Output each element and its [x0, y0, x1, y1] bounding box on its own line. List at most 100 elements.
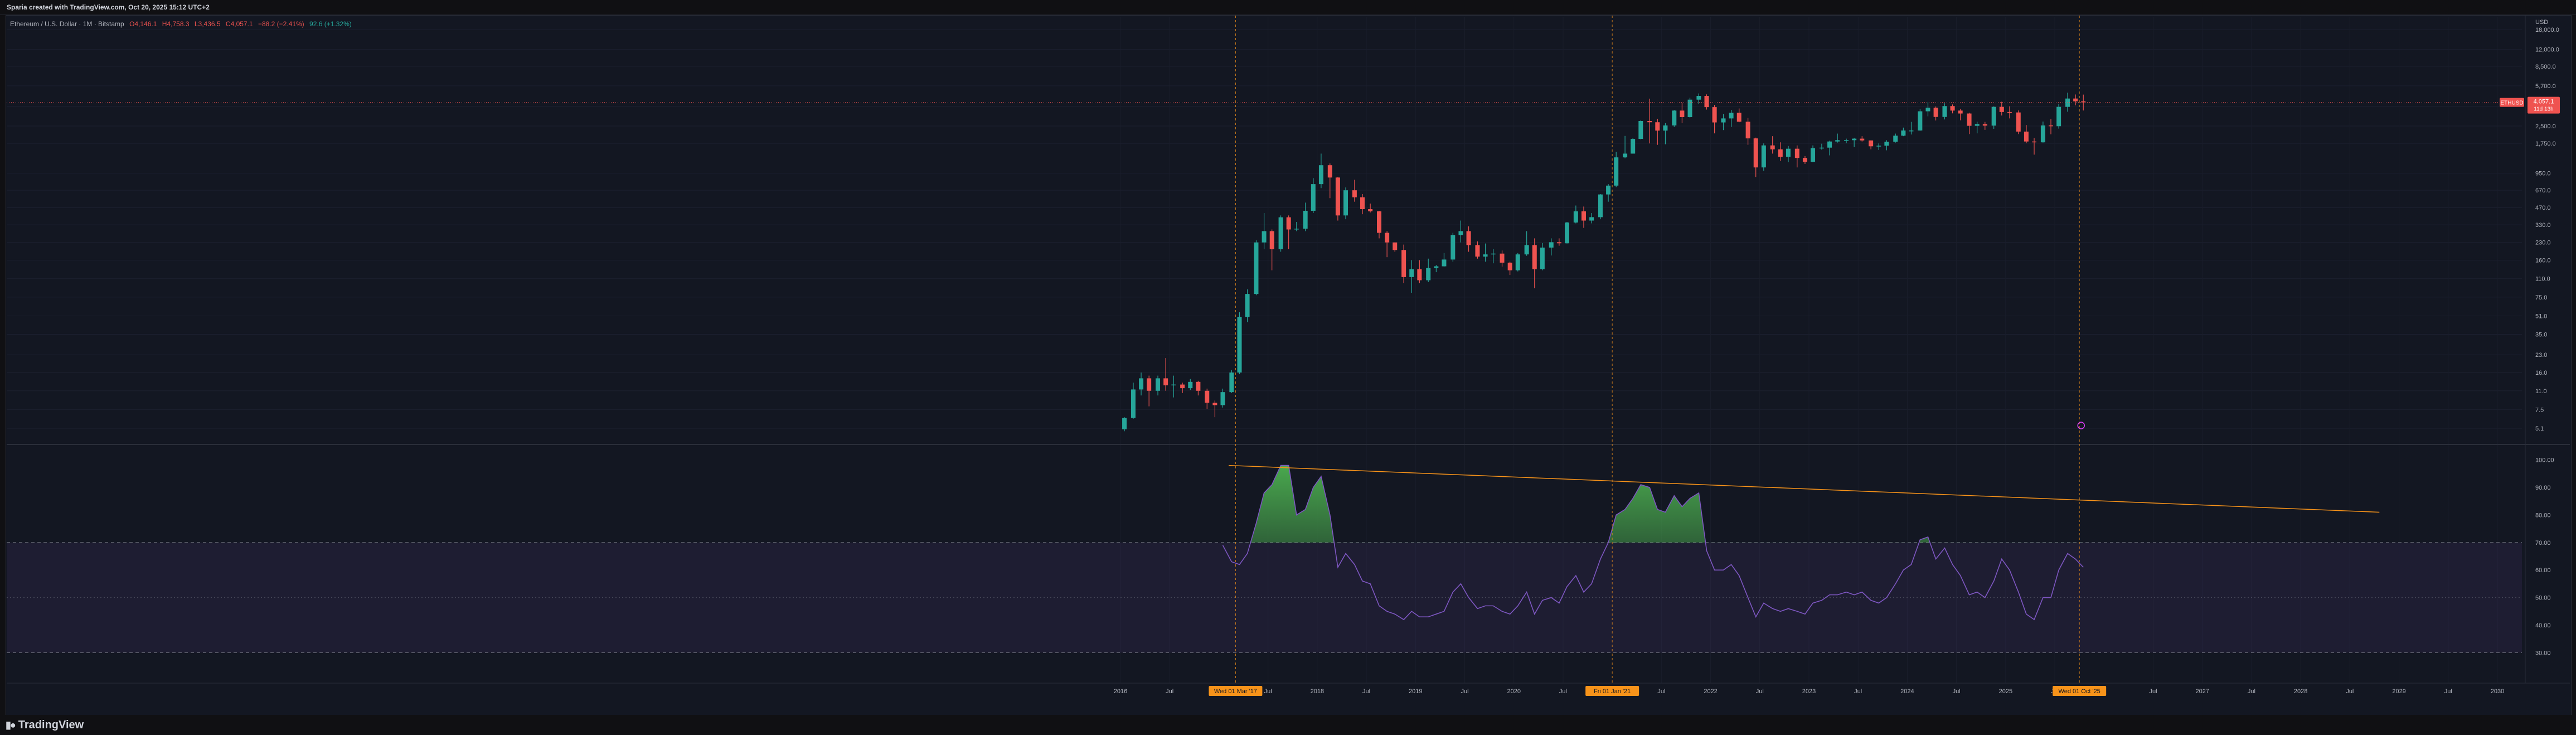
rsi-tick-label: 30.00: [2535, 650, 2551, 656]
rsi-pane: [7, 465, 2522, 653]
candle: [1417, 260, 1422, 283]
candle: [1933, 106, 1938, 121]
candle: [1147, 375, 1152, 407]
candle: [2016, 110, 2021, 134]
price-tick-label: 950.0: [2535, 171, 2551, 177]
candle: [1245, 289, 1250, 322]
time-tick-label: 2024: [1900, 688, 1914, 695]
price-tick-label: 12,000.0: [2535, 47, 2559, 54]
candle: [1687, 98, 1692, 118]
candle: [1835, 133, 1840, 143]
candle: [1819, 143, 1824, 150]
legend-open: O4,146.1: [129, 20, 157, 28]
candle: [1778, 142, 1783, 161]
candle: [1262, 213, 1267, 249]
time-tick-label: Jul: [1756, 688, 1764, 695]
legend-low: L3,436.5: [194, 20, 221, 28]
candle: [1343, 187, 1348, 220]
legend-high: H4,758.3: [162, 20, 190, 28]
symbol-tag: [2500, 98, 2524, 107]
candle: [1614, 152, 1619, 187]
candle: [1696, 93, 1701, 104]
last-price-label: 4,057.1: [2534, 99, 2554, 105]
candle: [1647, 98, 1652, 144]
candle: [1802, 156, 1807, 164]
candle: [1377, 210, 1382, 239]
candle: [1876, 143, 1881, 150]
rsi-tick-label: 70.00: [2535, 540, 2551, 547]
symbol-tag-label: ETHUSD: [2500, 100, 2523, 107]
candle: [1278, 215, 1283, 252]
candle: [1475, 241, 1480, 259]
candle: [1318, 153, 1323, 188]
candle: [1581, 206, 1586, 228]
candle: [1286, 215, 1291, 249]
candle: [1327, 163, 1332, 199]
candle: [1761, 143, 1766, 171]
time-tick-label: Jul: [1264, 688, 1272, 695]
symbol-title[interactable]: Ethereum / U.S. Dollar · 1M · Bitstamp: [10, 20, 124, 28]
chart-caption: Sparia created with TradingView.com, Oct…: [7, 3, 210, 11]
candle: [1385, 231, 1390, 258]
tradingview-logo[interactable]: ▮● TradingView: [6, 719, 84, 732]
candle: [1507, 262, 1512, 275]
footer: ▮● TradingView: [0, 715, 2576, 735]
time-tick-label: Jul: [1854, 688, 1862, 695]
candle: [1860, 136, 1865, 142]
candle: [1827, 141, 1832, 156]
candle: [1745, 118, 1750, 145]
candle: [1672, 110, 1677, 127]
candle: [1524, 231, 1529, 256]
time-tick-label: 2030: [2491, 688, 2504, 695]
candle: [1237, 312, 1242, 374]
date-marker-label: Wed 01 Oct '25: [2059, 688, 2100, 695]
candle: [1131, 383, 1136, 419]
candle: [1729, 110, 1734, 127]
time-tick-label: 2025: [1999, 688, 2012, 695]
candle: [1269, 229, 1274, 270]
candle: [1712, 105, 1717, 134]
price-tick-label: 330.0: [2535, 222, 2551, 229]
candle: [1786, 146, 1791, 162]
brand-name: TradingView: [18, 719, 84, 731]
rsi-tick-label: 60.00: [2535, 567, 2551, 574]
candle: [1540, 243, 1545, 270]
candle: [1156, 375, 1161, 396]
time-tick-label: 2020: [1507, 688, 1520, 695]
time-tick-label: 2018: [1311, 688, 1324, 695]
price-tick-label: 18,000.0: [2535, 27, 2559, 33]
symbol-legend[interactable]: Ethereum / U.S. Dollar · 1M · Bitstamp O…: [10, 20, 352, 28]
candle: [1589, 213, 1594, 224]
candle: [1606, 184, 1611, 202]
candle: [1352, 180, 1357, 202]
time-tick-label: Jul: [1362, 688, 1370, 695]
time-tick-label: 2022: [1704, 688, 1717, 695]
price-tick-label: 75.0: [2535, 294, 2547, 301]
price-tick-label: 230.0: [2535, 240, 2551, 246]
candle: [1122, 417, 1127, 432]
axes: 18,000.012,000.08,500.05,700.03,750.02,5…: [1114, 19, 2560, 696]
candle: [1999, 101, 2004, 116]
candle: [1975, 122, 1980, 134]
candle: [1844, 138, 1849, 143]
candle: [1196, 380, 1201, 396]
candle: [1884, 140, 1889, 151]
candle: [1663, 123, 1668, 144]
candle: [1556, 238, 1561, 246]
time-tick-label: 2016: [1114, 688, 1127, 695]
candle: [1180, 383, 1185, 393]
date-marker-label: Fri 01 Jan '21: [1594, 688, 1631, 695]
price-tick-label: 7.5: [2535, 407, 2544, 413]
price-tick-label: 11.0: [2535, 388, 2547, 395]
date-marker-badge: [1209, 686, 1263, 696]
candle: [2024, 125, 2029, 143]
chart-frame[interactable]: [6, 15, 2572, 715]
time-tick-label: Jul: [1166, 688, 1173, 695]
time-tick-label: 2019: [1409, 688, 1422, 695]
time-markers: [1235, 16, 2085, 683]
candle: [2040, 121, 2045, 143]
time-tick-label: 2027: [2195, 688, 2209, 695]
candle: [1721, 114, 1726, 130]
candle: [1171, 375, 1176, 398]
